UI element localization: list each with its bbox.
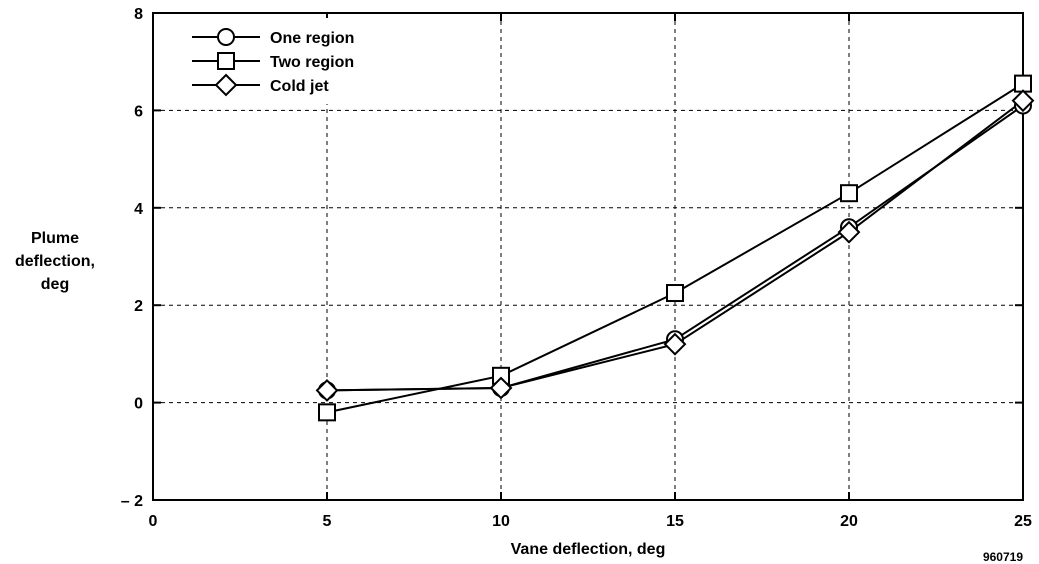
y-axis-title-line-2: deflection, xyxy=(15,253,95,270)
plot-area-frame xyxy=(152,12,1024,501)
y-tick-label: 2 xyxy=(134,298,143,315)
series-markers-cold-jet xyxy=(315,89,1035,402)
data-series xyxy=(315,74,1035,422)
y-axis-title-line-1: Plume xyxy=(31,230,79,247)
x-axis-title: Vane deflection, deg xyxy=(511,541,666,558)
data-point-two-region xyxy=(318,403,336,422)
data-point-cold-jet xyxy=(489,376,513,400)
grid-lines xyxy=(153,13,1023,500)
legend-marker-one-region xyxy=(217,28,235,46)
legend-item-cold-jet: Cold jet xyxy=(192,73,329,97)
y-tick-label: – 2 xyxy=(121,493,143,510)
data-point-two-region xyxy=(840,184,858,203)
legend-label-one-region: One region xyxy=(270,30,354,47)
legend-label-cold-jet: Cold jet xyxy=(270,78,329,95)
x-tick-label: 0 xyxy=(149,513,158,530)
x-tick-label: 20 xyxy=(840,513,858,530)
x-tick-label: 15 xyxy=(666,513,684,530)
figure-number: 960719 xyxy=(983,550,1023,564)
axis-tick-labels: 0 5 10 15 20 25 – 2 0 2 4 6 8 xyxy=(121,6,1032,530)
legend-marker-cold-jet xyxy=(214,73,238,97)
x-tick-label: 5 xyxy=(323,513,332,530)
data-point-cold-jet xyxy=(663,332,687,356)
legend-item-two-region: Two region xyxy=(192,52,354,71)
y-axis-title-line-3: deg xyxy=(41,276,69,293)
legend-item-one-region: One region xyxy=(192,28,354,47)
data-point-cold-jet xyxy=(1011,89,1035,113)
y-tick-label: 6 xyxy=(134,103,143,120)
y-tick-label: 8 xyxy=(134,6,143,23)
data-point-two-region xyxy=(1014,74,1032,93)
series-markers-two-region xyxy=(318,74,1032,422)
data-point-cold-jet xyxy=(315,379,339,402)
axis-ticks xyxy=(152,12,1024,501)
legend: One region Two region Cold jet xyxy=(185,18,395,104)
x-tick-label: 10 xyxy=(492,513,510,530)
y-tick-label: 4 xyxy=(134,201,143,218)
legend-marker-two-region xyxy=(217,52,235,70)
y-tick-label: 0 xyxy=(134,396,143,413)
x-tick-label: 25 xyxy=(1014,513,1032,530)
data-point-cold-jet xyxy=(837,220,861,244)
data-point-two-region xyxy=(666,284,684,303)
legend-label-two-region: Two region xyxy=(270,54,354,71)
